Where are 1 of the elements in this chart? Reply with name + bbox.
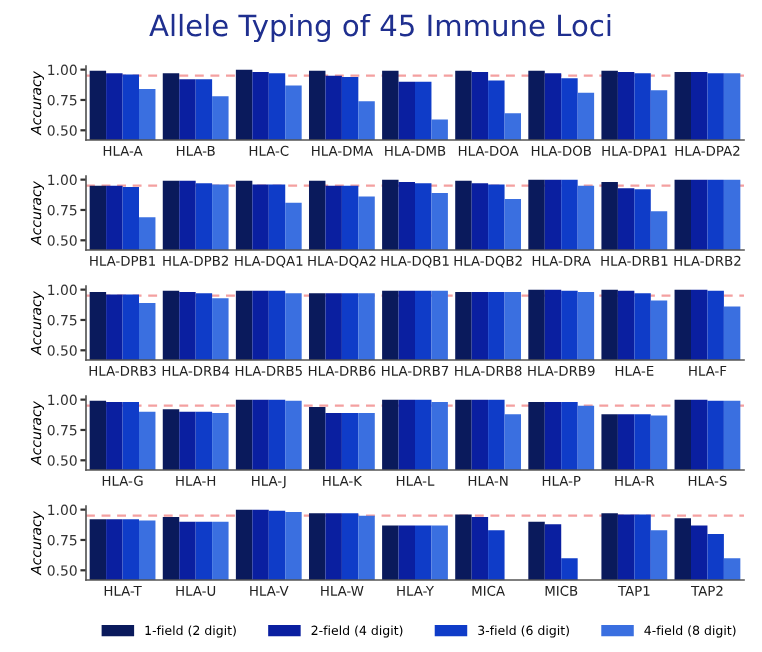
chart-title: Allele Typing of 45 Immune Loci xyxy=(149,13,611,43)
